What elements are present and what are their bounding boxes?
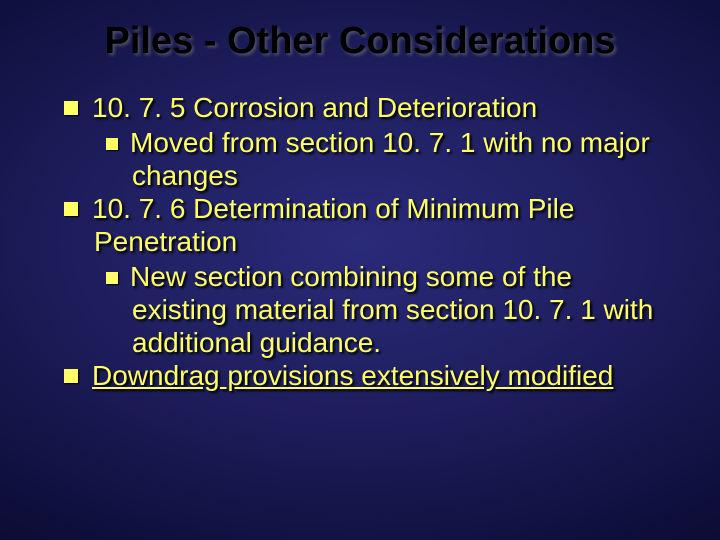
bullet-item-1: 10. 7. 5 Corrosion and Deterioration <box>94 91 665 124</box>
square-bullet-icon <box>64 202 78 216</box>
square-bullet-icon <box>106 138 118 150</box>
bullet-text: 10. 7. 6 Determination of Minimum Pile P… <box>92 193 574 257</box>
square-bullet-icon <box>106 272 118 284</box>
slide: Piles - Other Considerations 10. 7. 5 Co… <box>0 0 720 540</box>
sub-bullet-item-1-1: Moved from section 10. 7. 1 with no majo… <box>106 126 665 192</box>
slide-body: 10. 7. 5 Corrosion and Deterioration Mov… <box>0 63 720 392</box>
sub-bullet-item-2-1: New section combining some of the existi… <box>106 260 665 359</box>
bullet-text: Downdrag provisions extensively modified <box>92 360 613 391</box>
square-bullet-icon <box>64 101 78 115</box>
square-bullet-icon <box>64 369 78 383</box>
slide-title: Piles - Other Considerations <box>0 0 720 63</box>
bullet-text: 10. 7. 5 Corrosion and Deterioration <box>92 92 537 123</box>
sub-bullet-text: New section combining some of the existi… <box>130 261 653 358</box>
bullet-item-3: Downdrag provisions extensively modified <box>94 359 665 392</box>
sub-bullet-text: Moved from section 10. 7. 1 with no majo… <box>130 127 650 191</box>
bullet-item-2: 10. 7. 6 Determination of Minimum Pile P… <box>94 192 665 258</box>
